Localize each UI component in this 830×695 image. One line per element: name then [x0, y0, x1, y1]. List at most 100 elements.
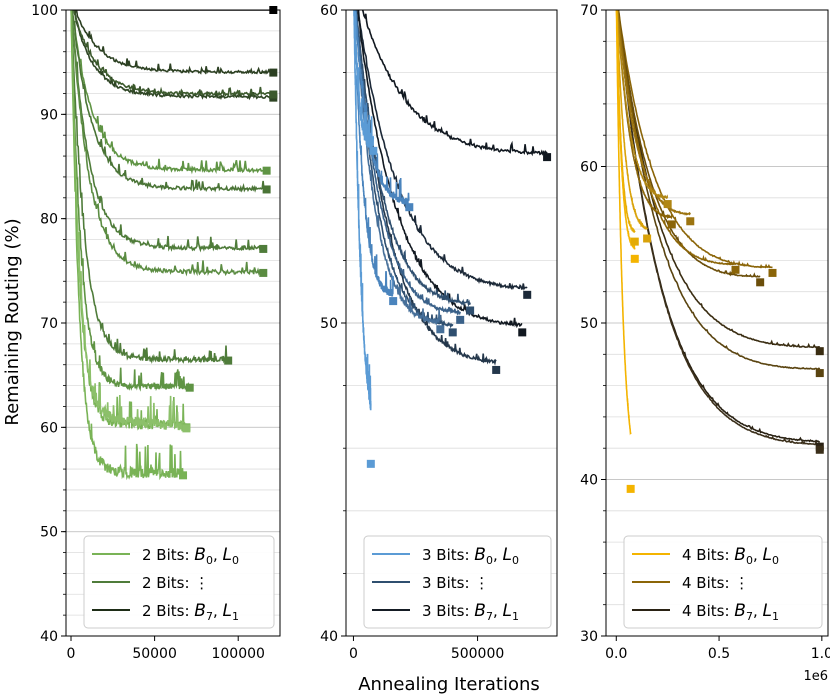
- x-tick-label: 100000: [211, 646, 264, 662]
- series-line: [354, 10, 410, 205]
- series-line: [70, 10, 229, 365]
- series-end-marker: [269, 90, 278, 99]
- series-end-marker: [756, 278, 765, 287]
- series-end-marker: [630, 237, 639, 246]
- series-line: [361, 10, 548, 157]
- series-line: [616, 10, 821, 446]
- legend-entry: 3 Bits: ⋮: [422, 574, 489, 592]
- series-line: [71, 10, 268, 193]
- legend-entry: 3 Bits: B0, L0: [422, 545, 519, 567]
- series-line: [71, 10, 268, 175]
- y-tick-label: 50: [320, 316, 338, 332]
- series-line: [616, 10, 669, 200]
- y-tick-label: 60: [580, 160, 598, 176]
- legend-entry: 4 Bits: ⋮: [682, 574, 749, 592]
- series-end-marker: [456, 315, 465, 324]
- series-end-marker: [626, 484, 635, 493]
- series-line: [353, 10, 394, 297]
- series-end-marker: [436, 325, 445, 334]
- series-end-marker: [185, 383, 194, 392]
- series-end-marker: [405, 203, 414, 212]
- series-end-marker: [768, 268, 777, 277]
- legend: 3 Bits: B0, L0 3 Bits: ⋮ 3 Bits: B7, L1: [363, 535, 552, 629]
- series-line: [70, 10, 191, 392]
- panel-2bits: 40 50 60 70 80 90 100 0 50000 100000 2 Bits: B0, L…: [31, 3, 281, 662]
- series-end-marker: [815, 445, 824, 454]
- x-tick-label: 0: [67, 646, 76, 662]
- series-end-marker: [466, 306, 475, 315]
- plot-area: [70, 10, 275, 481]
- series-end-marker: [224, 356, 233, 365]
- series-line: [353, 10, 372, 411]
- series-end-marker: [731, 265, 740, 274]
- legend-frame: [623, 535, 823, 629]
- legend-entry: 2 Bits: B0, L0: [142, 545, 239, 567]
- plot-area: [353, 10, 548, 411]
- series-end-marker: [182, 424, 191, 433]
- series-line: [616, 10, 691, 216]
- y-tick-label: 40: [580, 473, 598, 489]
- legend-entry: 2 Bits: B7, L1: [142, 601, 239, 623]
- series-line: [72, 10, 274, 98]
- series-end-marker: [815, 369, 824, 378]
- legend-frame: [83, 535, 275, 629]
- y-tick-label: 40: [40, 629, 58, 645]
- y-tick-label: 60: [320, 3, 338, 19]
- series-line: [74, 10, 274, 75]
- x-offset-label: 1e6: [803, 669, 828, 684]
- series-end-marker: [518, 328, 527, 337]
- series-end-marker: [448, 328, 457, 337]
- legend: 2 Bits: B0, L0 2 Bits: ⋮ 2 Bits: B7, L1: [83, 535, 275, 629]
- series-end-marker: [259, 244, 268, 253]
- series-end-marker: [369, 146, 378, 155]
- plot-area: [615, 10, 821, 446]
- series-line: [357, 10, 528, 291]
- series-end-marker: [366, 459, 375, 468]
- y-tick-label: 60: [40, 420, 58, 436]
- series-end-marker: [259, 268, 268, 277]
- y-tick-label: 30: [580, 629, 598, 645]
- series-line: [617, 10, 821, 349]
- x-tick-label: 500000: [451, 646, 504, 662]
- legend-entry: 2 Bits: ⋮: [142, 574, 209, 592]
- x-tick-label: 0.0: [605, 646, 627, 662]
- series-end-marker: [663, 200, 672, 209]
- y-tick-label: 80: [40, 212, 58, 228]
- series-end-marker: [643, 234, 652, 243]
- y-tick-label: 70: [580, 3, 598, 19]
- series-end-marker: [262, 166, 271, 175]
- series-line: [616, 10, 673, 220]
- y-tick-label: 50: [580, 316, 598, 332]
- series-line: [615, 10, 632, 436]
- series-line: [617, 10, 737, 266]
- y-axis-label: Remaining Routing (%): [2, 218, 23, 425]
- x-axis-label: Annealing Iterations: [358, 674, 540, 695]
- legend-entry: 4 Bits: B0, L0: [682, 545, 779, 567]
- series-line: [70, 10, 188, 432]
- series-end-marker: [667, 220, 676, 229]
- series-end-marker: [543, 153, 552, 162]
- y-tick-label: 40: [320, 629, 338, 645]
- series-line: [70, 10, 184, 481]
- series-line: [70, 10, 264, 253]
- x-tick-label: 0: [349, 646, 358, 662]
- series-end-marker: [389, 297, 398, 306]
- series-line: [616, 10, 648, 231]
- series-line: [354, 10, 442, 325]
- series-line: [72, 10, 275, 101]
- series-line: [617, 10, 821, 370]
- series-line: [357, 10, 523, 329]
- series-line: [353, 10, 375, 148]
- x-tick-label: 0.5: [708, 646, 730, 662]
- series-end-marker: [262, 185, 271, 194]
- series-end-marker: [492, 365, 501, 374]
- series-end-marker: [179, 471, 188, 480]
- series-end-marker: [630, 254, 639, 263]
- y-tick-label: 90: [40, 107, 58, 123]
- y-tick-label: 70: [40, 316, 58, 332]
- series-end-marker: [815, 347, 824, 356]
- legend-frame: [363, 535, 552, 629]
